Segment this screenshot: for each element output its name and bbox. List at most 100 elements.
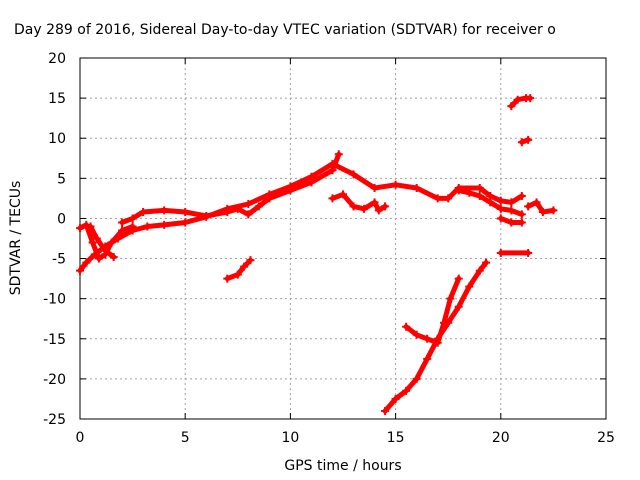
data-point — [94, 254, 103, 263]
data-point — [549, 206, 558, 215]
data-point — [496, 196, 505, 205]
data-point — [446, 294, 455, 303]
data-trace — [382, 260, 489, 414]
data-point — [181, 208, 190, 217]
data-point — [507, 102, 516, 111]
x-tick-label: 5 — [181, 430, 190, 446]
data-point — [532, 198, 541, 207]
data-point — [486, 198, 495, 207]
data-point — [202, 212, 211, 221]
data-point — [101, 246, 110, 255]
data-point — [517, 210, 526, 219]
data-point — [517, 191, 526, 200]
data-point — [402, 386, 411, 395]
data-point — [517, 218, 526, 227]
y-axis-ticks: 20 15 10 5 0 -5 -10 -15 -20 -25 — [43, 51, 606, 428]
x-axis-ticks: 0 5 10 15 20 25 — [76, 58, 615, 446]
data-point — [118, 218, 127, 227]
plot-frame — [79, 57, 607, 420]
data-point — [160, 220, 169, 229]
data-point — [233, 270, 242, 279]
data-point — [254, 202, 263, 211]
data-point — [109, 252, 118, 261]
data-point — [465, 188, 474, 197]
data-point — [82, 258, 91, 267]
data-point — [482, 258, 491, 267]
data-trace — [224, 257, 253, 282]
y-tick-label: -10 — [43, 292, 66, 308]
data-trace — [77, 222, 136, 262]
data-point — [139, 208, 148, 217]
data-point — [439, 318, 448, 327]
data-point — [496, 248, 505, 257]
data-point — [475, 183, 484, 192]
data-point — [88, 238, 97, 247]
data-point — [370, 198, 379, 207]
data-trace — [525, 199, 556, 215]
data-point — [265, 194, 274, 203]
y-tick-label: 5 — [57, 171, 66, 187]
data-point — [412, 183, 421, 192]
data-point — [118, 226, 127, 235]
y-tick-label: 10 — [48, 131, 66, 147]
y-tick-label: 20 — [48, 51, 66, 67]
data-point — [143, 222, 152, 231]
data-point — [286, 186, 295, 195]
data-point — [454, 274, 463, 283]
y-tick-label: -25 — [43, 412, 66, 428]
data-point — [328, 166, 337, 175]
data-point — [433, 338, 442, 347]
data-point — [244, 210, 253, 219]
x-tick-label: 20 — [492, 430, 510, 446]
data-point — [391, 394, 400, 403]
data-point — [526, 94, 535, 103]
data-point — [107, 238, 116, 247]
data-point — [444, 194, 453, 203]
data-point — [391, 180, 400, 189]
data-point — [412, 330, 421, 339]
x-tick-label: 0 — [76, 430, 85, 446]
data-trace — [88, 224, 117, 260]
data-point — [423, 354, 432, 363]
data-point — [465, 282, 474, 291]
data-point — [517, 138, 526, 147]
data-point — [307, 178, 316, 187]
data-point — [475, 266, 484, 275]
y-axis-label: SDTVAR / TECUs — [8, 181, 24, 296]
x-axis-label: GPS time / hours — [284, 458, 401, 474]
data-point — [223, 274, 232, 283]
y-tick-label: 15 — [48, 91, 66, 107]
data-trace — [77, 161, 525, 274]
data-point — [128, 222, 137, 231]
y-tick-label: -5 — [52, 252, 66, 268]
data-point — [507, 198, 516, 207]
data-point — [244, 200, 253, 209]
data-point — [349, 202, 358, 211]
data-point — [381, 406, 390, 415]
data-point — [538, 208, 547, 217]
data-point — [339, 190, 347, 199]
data-point — [360, 204, 369, 213]
data-point — [240, 262, 249, 271]
data-point — [513, 95, 522, 104]
data-point — [223, 208, 232, 217]
data-point — [374, 206, 383, 215]
data-point — [402, 322, 411, 331]
data-point — [412, 374, 421, 383]
data-point — [496, 204, 505, 213]
data-point — [246, 256, 255, 265]
data-point — [496, 214, 505, 223]
data-point — [349, 170, 358, 179]
data-trace — [403, 276, 462, 346]
data-point — [160, 206, 169, 215]
data-point — [128, 214, 137, 223]
data-point — [454, 302, 463, 311]
data-point — [76, 266, 84, 275]
x-tick-label: 25 — [597, 430, 615, 446]
data-point — [233, 204, 242, 213]
data-point — [76, 224, 84, 233]
data-point — [381, 202, 390, 211]
data-point — [454, 186, 463, 195]
grid — [80, 58, 606, 419]
